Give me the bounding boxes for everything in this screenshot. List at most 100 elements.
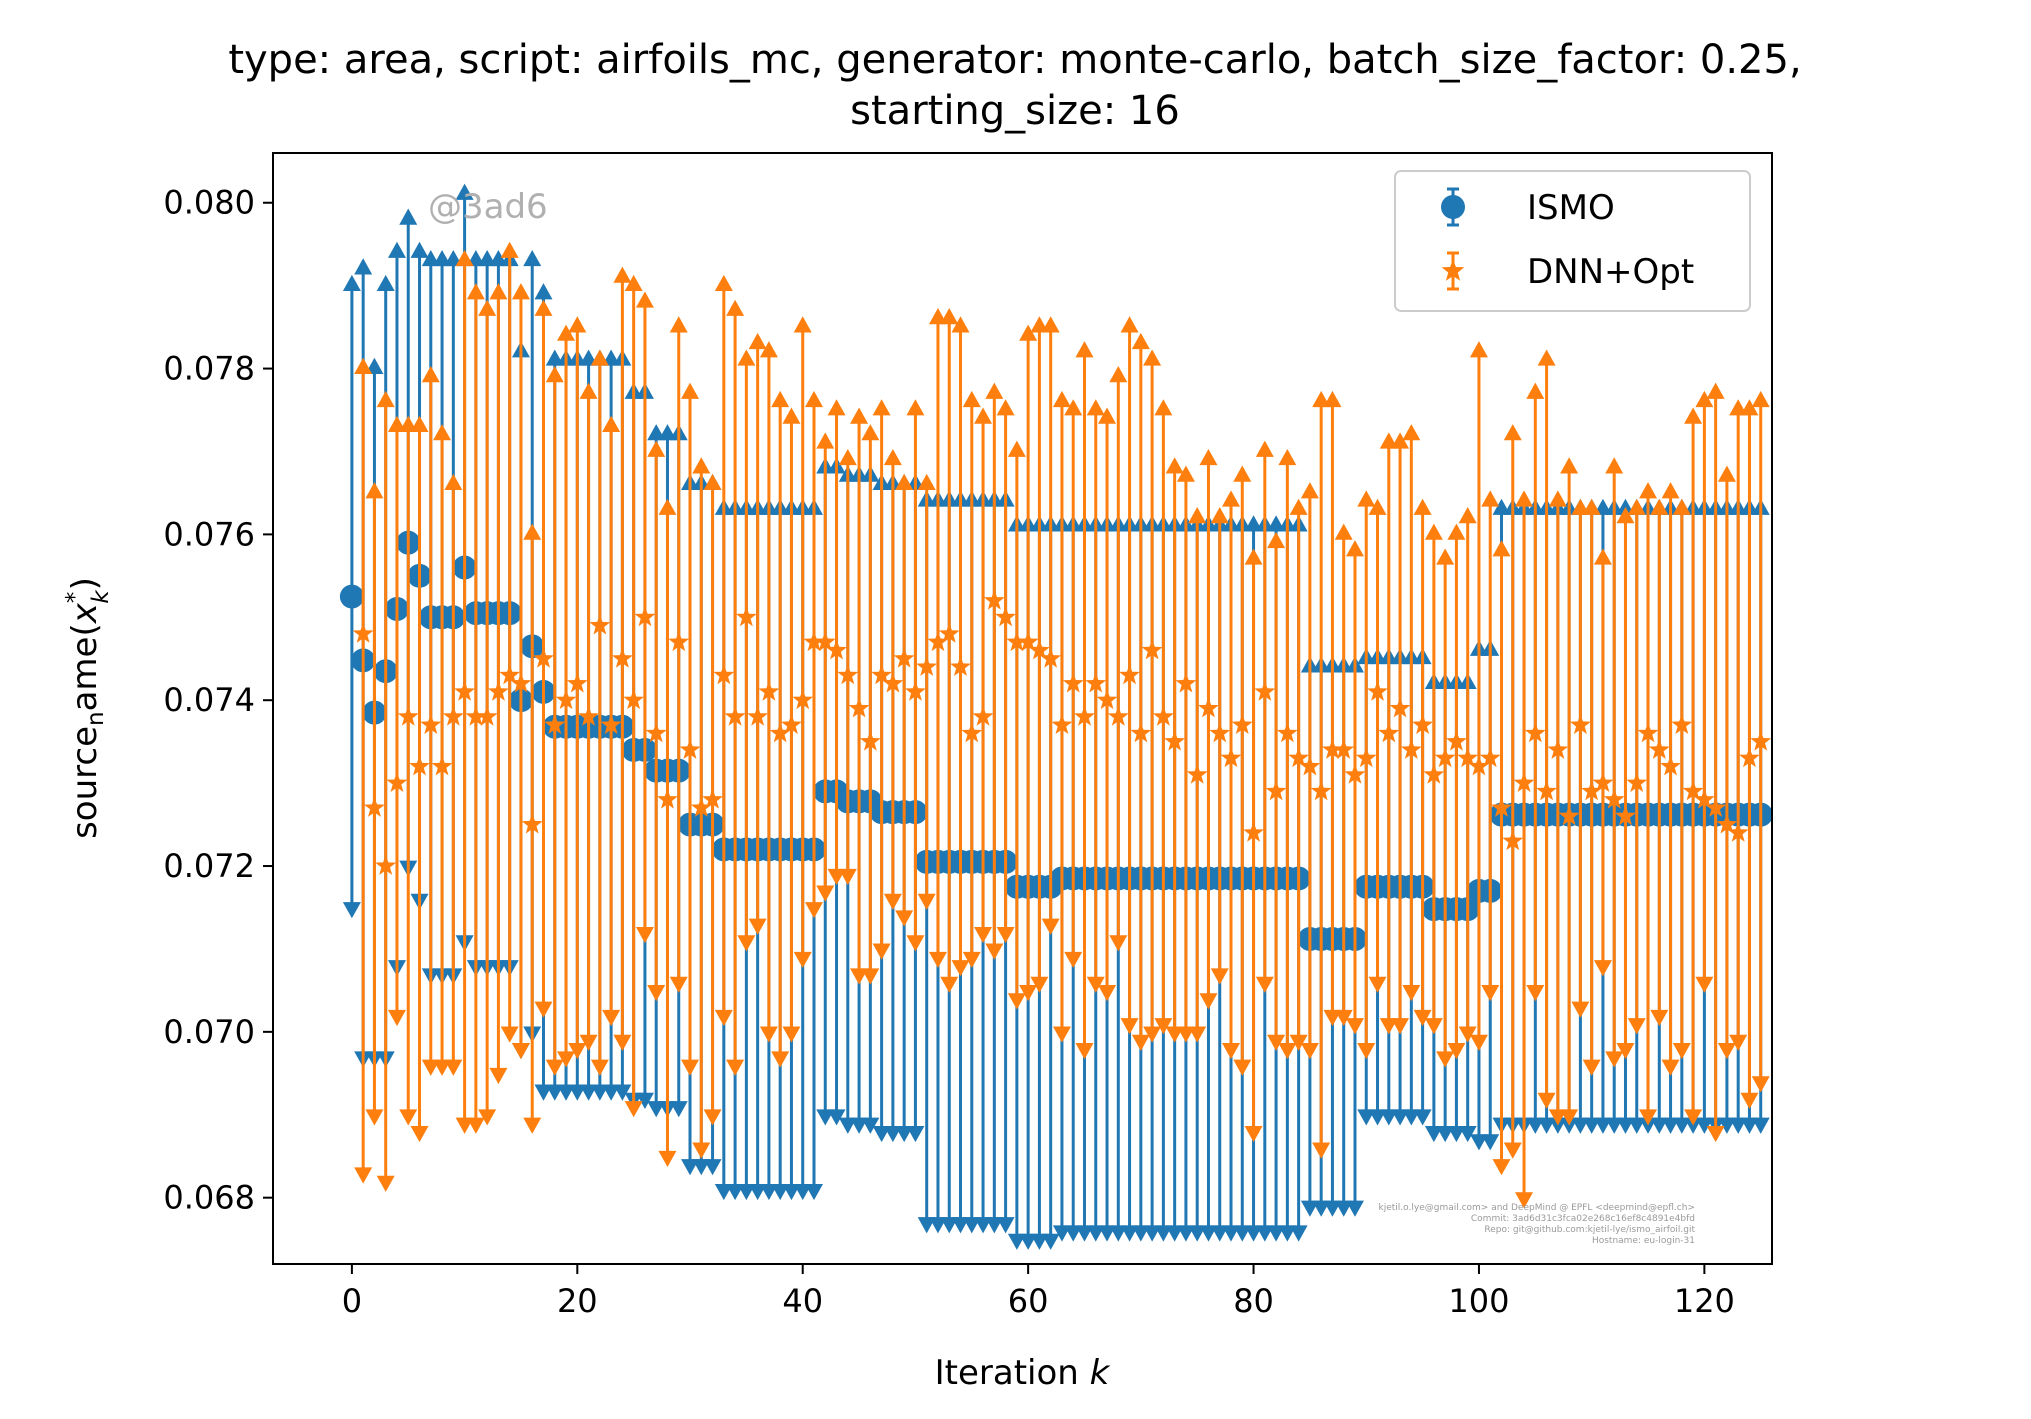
dnn-opt-point-69 bbox=[1119, 316, 1140, 1035]
dnn-opt-upper-cap-17 bbox=[534, 299, 553, 316]
footer-line-4: Hostname: eu-login-31 bbox=[1592, 1236, 1695, 1246]
dnn-opt-point-2 bbox=[364, 482, 385, 1126]
dnn-opt-point-32 bbox=[702, 473, 723, 1126]
dnn-opt-point-109 bbox=[1569, 498, 1591, 1018]
ismo-lower-cap-48 bbox=[883, 1125, 902, 1143]
dnn-opt-lower-cap-77 bbox=[1210, 968, 1229, 985]
dnn-opt-point-44 bbox=[837, 448, 859, 886]
dnn-opt-lower-cap-14 bbox=[500, 1026, 519, 1043]
dnn-opt-upper-cap-83 bbox=[1278, 448, 1297, 466]
dnn-opt-mean-marker-54 bbox=[950, 656, 971, 676]
ismo-lower-cap-119 bbox=[1684, 1117, 1703, 1134]
dnn-opt-mean-marker-109 bbox=[1569, 714, 1591, 734]
dnn-opt-point-82 bbox=[1265, 531, 1287, 1051]
dnn-opt-point-91 bbox=[1367, 498, 1388, 993]
ismo-lower-cap-41 bbox=[804, 1183, 823, 1201]
dnn-opt-point-7 bbox=[420, 366, 442, 1076]
dnn-opt-mean-marker-21 bbox=[578, 705, 599, 726]
dnn-opt-point-23 bbox=[600, 415, 622, 1027]
x-tick-label-120: 120 bbox=[1674, 1282, 1735, 1320]
dnn-opt-upper-cap-60 bbox=[1019, 324, 1038, 341]
dnn-opt-lower-cap-68 bbox=[1109, 935, 1128, 952]
dnn-opt-upper-cap-100 bbox=[1469, 341, 1488, 358]
dnn-opt-mean-marker-117 bbox=[1660, 755, 1681, 776]
dnn-opt-upper-cap-25 bbox=[624, 274, 643, 292]
dnn-opt-mean-marker-106 bbox=[1536, 780, 1557, 801]
dnn-opt-point-124 bbox=[1739, 399, 1760, 1109]
dnn-opt-point-9 bbox=[442, 473, 464, 1076]
dnn-opt-mean-marker-10 bbox=[454, 680, 476, 701]
dnn-opt-upper-cap-108 bbox=[1560, 457, 1579, 474]
ismo-upper-cap-2 bbox=[365, 357, 384, 374]
dnn-opt-upper-cap-41 bbox=[804, 390, 823, 408]
dnn-opt-mean-marker-67 bbox=[1096, 689, 1118, 710]
dnn-opt-mean-marker-14 bbox=[499, 664, 521, 685]
dnn-opt-upper-cap-106 bbox=[1537, 349, 1556, 366]
ismo-upper-cap-6 bbox=[410, 241, 429, 258]
dnn-opt-lower-cap-122 bbox=[1717, 1043, 1736, 1060]
dnn-opt-lower-cap-55 bbox=[962, 951, 981, 969]
dnn-opt-mean-marker-32 bbox=[702, 788, 723, 809]
dnn-opt-point-16 bbox=[521, 523, 543, 1134]
dnn-opt-lower-cap-102 bbox=[1492, 1159, 1511, 1176]
dnn-opt-upper-cap-101 bbox=[1481, 490, 1500, 507]
dnn-opt-upper-cap-74 bbox=[1176, 465, 1195, 482]
ismo-lower-cap-42 bbox=[816, 1109, 835, 1126]
dnn-opt-lower-cap-18 bbox=[545, 1059, 564, 1076]
dnn-opt-upper-cap-121 bbox=[1706, 382, 1725, 399]
dnn-opt-lower-cap-95 bbox=[1413, 1009, 1432, 1027]
dnn-opt-lower-cap-121 bbox=[1706, 1125, 1725, 1143]
dnn-opt-lower-cap-86 bbox=[1312, 1142, 1331, 1159]
dnn-opt-mean-marker-53 bbox=[938, 622, 960, 643]
dnn-opt-upper-cap-67 bbox=[1098, 407, 1117, 424]
ismo-lower-cap-110 bbox=[1582, 1117, 1601, 1134]
ismo-lower-cap-54 bbox=[951, 1217, 970, 1234]
ismo-lower-cap-77 bbox=[1210, 1225, 1229, 1242]
dnn-opt-upper-cap-85 bbox=[1300, 482, 1319, 499]
legend-marker-dnn-opt bbox=[1441, 251, 1465, 291]
dnn-opt-mean-marker-110 bbox=[1581, 780, 1603, 801]
dnn-opt-lower-cap-73 bbox=[1165, 1026, 1184, 1043]
ismo-lower-cap-18 bbox=[545, 1084, 564, 1101]
dnn-opt-lower-cap-87 bbox=[1323, 1009, 1342, 1027]
dnn-opt-mean-marker-105 bbox=[1524, 722, 1546, 743]
footer-line-2: Commit: 3ad6d31c3fca02e268c16ef8c4891e4b… bbox=[1471, 1214, 1695, 1224]
dnn-opt-lower-cap-56 bbox=[974, 926, 993, 944]
dnn-opt-lower-cap-96 bbox=[1424, 1018, 1443, 1035]
dnn-opt-upper-cap-28 bbox=[658, 498, 677, 515]
dnn-opt-upper-cap-102 bbox=[1492, 540, 1511, 557]
dnn-opt-lower-cap-25 bbox=[624, 1101, 643, 1118]
ismo-lower-cap-62 bbox=[1041, 1233, 1060, 1250]
dnn-opt-point-24 bbox=[611, 266, 633, 1051]
dnn-opt-upper-cap-77 bbox=[1210, 507, 1229, 524]
dnn-opt-mean-marker-69 bbox=[1119, 664, 1140, 685]
dnn-opt-point-98 bbox=[1446, 523, 1467, 1060]
dnn-opt-lower-cap-119 bbox=[1684, 1109, 1703, 1126]
dnn-opt-mean-marker-118 bbox=[1671, 714, 1693, 734]
dnn-opt-point-115 bbox=[1637, 482, 1659, 1126]
dnn-opt-lower-cap-123 bbox=[1729, 1034, 1748, 1051]
ismo-upper-cap-4 bbox=[387, 241, 406, 258]
dnn-opt-point-4 bbox=[386, 415, 408, 1027]
dnn-opt-upper-cap-44 bbox=[838, 448, 857, 466]
ismo-lower-cap-107 bbox=[1548, 1117, 1567, 1134]
dnn-opt-upper-cap-70 bbox=[1131, 332, 1150, 350]
dnn-opt-mean-marker-9 bbox=[442, 705, 464, 726]
dnn-opt-mean-marker-125 bbox=[1750, 730, 1772, 751]
dnn-opt-lower-cap-101 bbox=[1481, 984, 1500, 1002]
dnn-opt-point-47 bbox=[871, 399, 893, 960]
dnn-opt-point-54 bbox=[950, 316, 971, 977]
dnn-opt-point-73 bbox=[1164, 457, 1186, 1043]
ismo-lower-cap-82 bbox=[1267, 1225, 1286, 1242]
dnn-opt-lower-cap-30 bbox=[681, 1059, 700, 1076]
dnn-opt-point-27 bbox=[645, 440, 667, 1002]
dnn-opt-point-93 bbox=[1389, 432, 1411, 1035]
dnn-opt-upper-cap-48 bbox=[883, 448, 902, 466]
dnn-opt-lower-cap-81 bbox=[1255, 976, 1274, 993]
ismo-lower-cap-87 bbox=[1323, 1200, 1342, 1217]
dnn-opt-series bbox=[352, 241, 1772, 1209]
ismo-lower-cap-71 bbox=[1143, 1225, 1162, 1242]
dnn-opt-upper-cap-89 bbox=[1345, 540, 1364, 557]
dnn-opt-lower-cap-110 bbox=[1582, 1059, 1601, 1076]
dnn-opt-upper-cap-5 bbox=[399, 415, 418, 433]
